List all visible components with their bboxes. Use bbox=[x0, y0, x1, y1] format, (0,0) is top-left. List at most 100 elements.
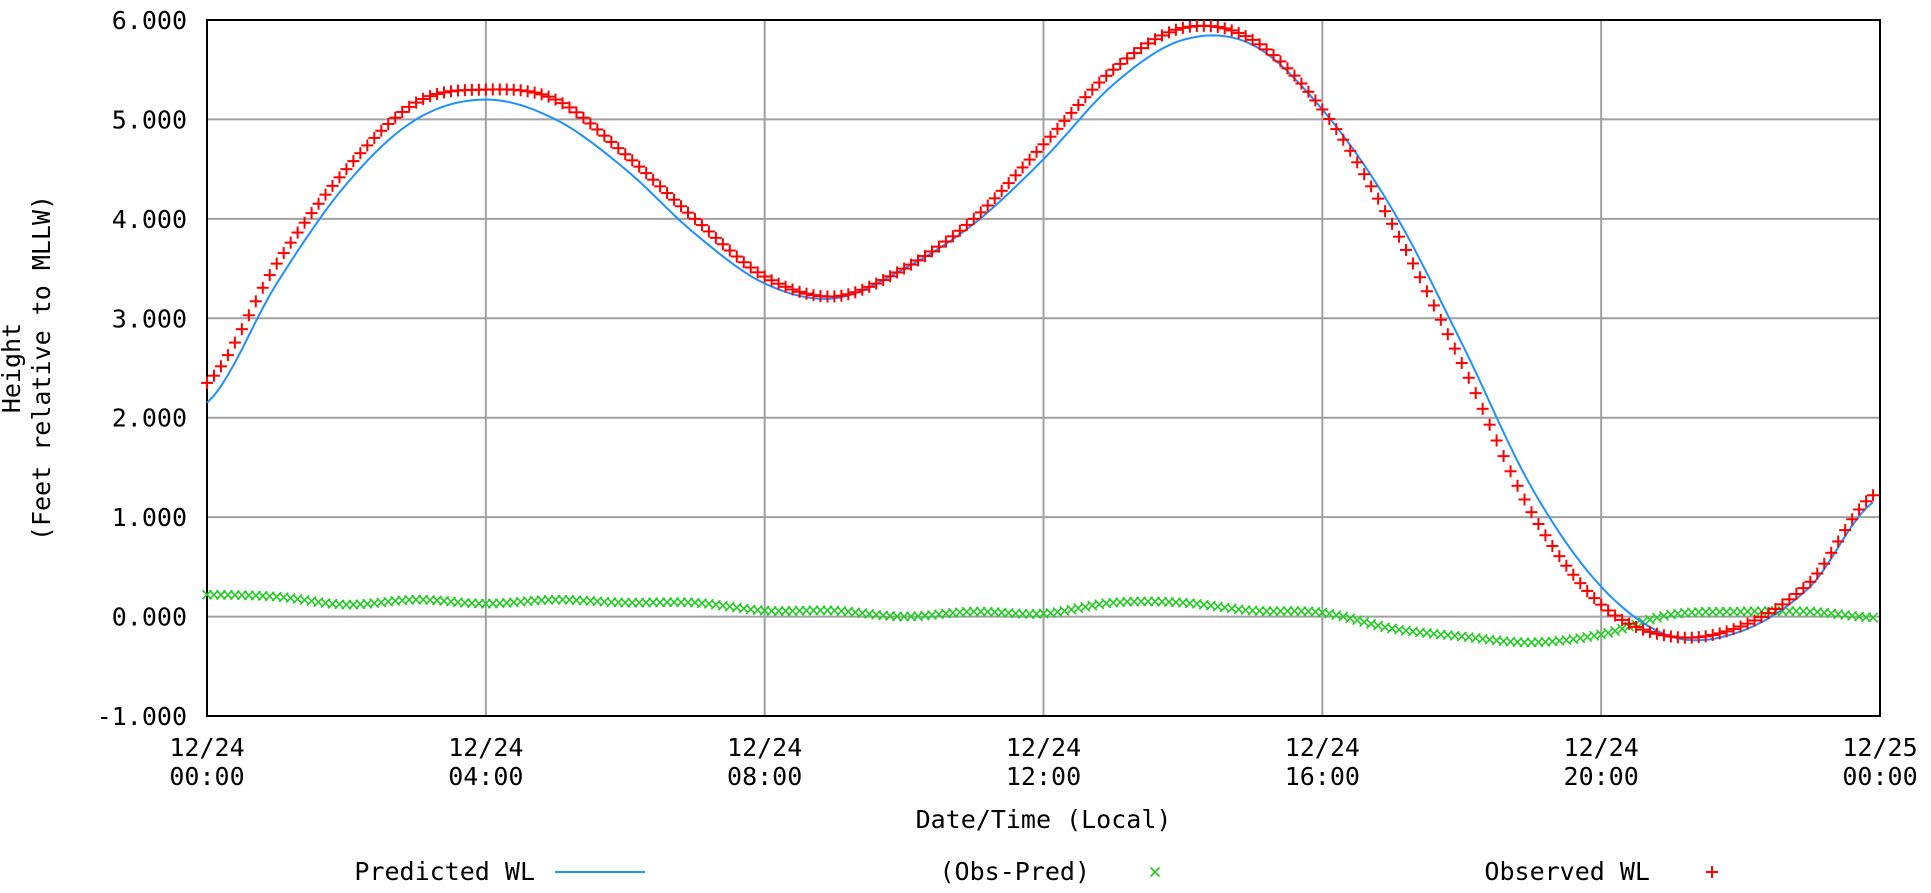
obs-pred-point bbox=[1045, 607, 1056, 619]
legend: Predicted WL (Obs-Pred) Observed WL bbox=[354, 857, 1718, 886]
obs-pred-point bbox=[355, 599, 366, 610]
legend-item-obs-pred: (Obs-Pred) bbox=[939, 857, 1161, 886]
obs-pred-point bbox=[1596, 629, 1607, 640]
obs-pred-point bbox=[508, 597, 519, 608]
x-tick-date-label: 12/24 bbox=[1564, 733, 1639, 762]
obs-pred-point bbox=[397, 595, 408, 606]
obs-pred-point bbox=[1108, 597, 1119, 608]
obs-pred-point bbox=[1115, 597, 1126, 608]
obs-pred-point bbox=[1059, 605, 1070, 616]
obs-pred-point bbox=[1686, 607, 1697, 618]
obs-pred-point bbox=[919, 610, 931, 621]
obs-pred-point bbox=[1094, 599, 1105, 610]
obs-pred-point bbox=[1101, 598, 1112, 609]
obs-pred-point bbox=[1679, 607, 1690, 618]
obs-pred-point bbox=[487, 598, 498, 609]
obs-pred-point bbox=[787, 605, 798, 616]
series-1 bbox=[201, 589, 1879, 648]
obs-pred-point bbox=[794, 605, 805, 616]
y-tick-label: -1.000 bbox=[97, 702, 187, 731]
obs-pred-point bbox=[1575, 633, 1586, 644]
x-tick-date-label: 12/24 bbox=[169, 733, 244, 762]
legend-label-obs-pred: (Obs-Pred) bbox=[939, 857, 1090, 886]
obs-pred-point bbox=[926, 609, 938, 621]
obs-pred-point bbox=[529, 595, 540, 606]
plot-area-frame bbox=[206, 19, 1881, 717]
x-tick-time-label: 00:00 bbox=[1842, 762, 1917, 791]
obs-pred-point bbox=[1561, 634, 1572, 646]
obs-pred-point bbox=[1651, 612, 1662, 623]
y-tick-label: 3.000 bbox=[112, 304, 187, 333]
obs-pred-point bbox=[1568, 634, 1579, 645]
obs-pred-point bbox=[1122, 596, 1133, 607]
legend-label-predicted: Predicted WL bbox=[354, 857, 535, 886]
predicted-wl-line bbox=[206, 34, 1874, 642]
y-axis-title-line-2: (Feet relative to MLLW) bbox=[27, 195, 56, 541]
x-tick-date-label: 12/24 bbox=[727, 733, 802, 762]
obs-pred-point bbox=[1603, 627, 1614, 638]
obs-pred-point bbox=[1867, 612, 1879, 623]
x-tick-time-label: 00:00 bbox=[169, 762, 244, 791]
x-axis-ticks: 12/2400:0012/2404:0012/2408:0012/2412:00… bbox=[169, 733, 1917, 791]
obs-pred-point bbox=[1547, 636, 1558, 647]
obs-pred-point bbox=[940, 608, 951, 619]
obs-pred-point bbox=[383, 596, 394, 607]
obs-pred-point bbox=[348, 599, 359, 610]
obs-pred-point bbox=[1540, 636, 1551, 647]
x-tick-time-label: 04:00 bbox=[448, 762, 523, 791]
obs-pred-point bbox=[1658, 610, 1669, 622]
y-axis-title-line-1: Height bbox=[0, 323, 26, 413]
obs-pred-point bbox=[362, 598, 373, 609]
y-tick-label: 0.000 bbox=[112, 603, 187, 632]
obs-pred-point bbox=[947, 607, 958, 618]
x-tick-date-label: 12/25 bbox=[1842, 733, 1917, 762]
obs-pred-point bbox=[1073, 603, 1084, 614]
obs-pred-point bbox=[1052, 606, 1063, 618]
x-tick-time-label: 20:00 bbox=[1564, 762, 1639, 791]
obs-pred-point bbox=[1589, 630, 1600, 641]
obs-pred-point bbox=[1066, 604, 1077, 615]
y-axis-ticks: -1.000 0.000 1.000 2.000 3.000 4.000 5.000 6.00… bbox=[97, 6, 187, 731]
y-tick-label: 6.000 bbox=[112, 6, 187, 35]
obs-pred-point bbox=[1672, 608, 1683, 619]
obs-pred-point bbox=[536, 595, 547, 606]
obs-pred-point bbox=[1080, 601, 1091, 612]
x-tick-date-label: 12/24 bbox=[1285, 733, 1360, 762]
obs-pred-point bbox=[1617, 623, 1628, 634]
obs-pred-point bbox=[1644, 614, 1656, 625]
obs-pred-point bbox=[376, 597, 387, 608]
x-tick-date-label: 12/24 bbox=[1006, 733, 1081, 762]
obs-pred-point bbox=[905, 611, 917, 622]
legend-plus-symbol bbox=[1706, 866, 1718, 878]
y-tick-label: 5.000 bbox=[112, 105, 187, 134]
obs-pred-point bbox=[933, 609, 945, 620]
obs-pred-point bbox=[1038, 608, 1049, 619]
x-tick-time-label: 08:00 bbox=[727, 762, 802, 791]
obs-pred-point bbox=[961, 606, 972, 617]
obs-pred-point bbox=[515, 596, 526, 607]
legend-item-observed: Observed WL bbox=[1484, 857, 1718, 886]
obs-pred-point bbox=[404, 594, 415, 605]
obs-pred-point bbox=[912, 611, 924, 622]
obs-pred-point bbox=[1610, 625, 1621, 637]
y-tick-label: 2.000 bbox=[112, 404, 187, 433]
series-0 bbox=[206, 34, 1874, 642]
legend-x-mark bbox=[1149, 866, 1161, 878]
y-tick-label: 4.000 bbox=[112, 205, 187, 234]
obs-pred-point bbox=[1087, 600, 1098, 611]
legend-x-symbol bbox=[1149, 866, 1161, 878]
y-axis-title: Height (Feet relative to MLLW) bbox=[0, 195, 56, 541]
obs-pred-point bbox=[1665, 609, 1676, 620]
grid-lines bbox=[207, 20, 1880, 716]
y-tick-label: 1.000 bbox=[112, 503, 187, 532]
obs-pred-point bbox=[954, 607, 965, 618]
obs-pred-point bbox=[522, 596, 533, 607]
obs-pred-point bbox=[390, 595, 401, 606]
obs-pred-point bbox=[501, 597, 512, 608]
obs-pred-point bbox=[494, 598, 505, 609]
x-tick-time-label: 12:00 bbox=[1006, 762, 1081, 791]
x-axis-title: Date/Time (Local) bbox=[916, 805, 1172, 834]
obs-pred-point bbox=[1526, 637, 1537, 648]
legend-item-predicted: Predicted WL bbox=[354, 857, 645, 886]
